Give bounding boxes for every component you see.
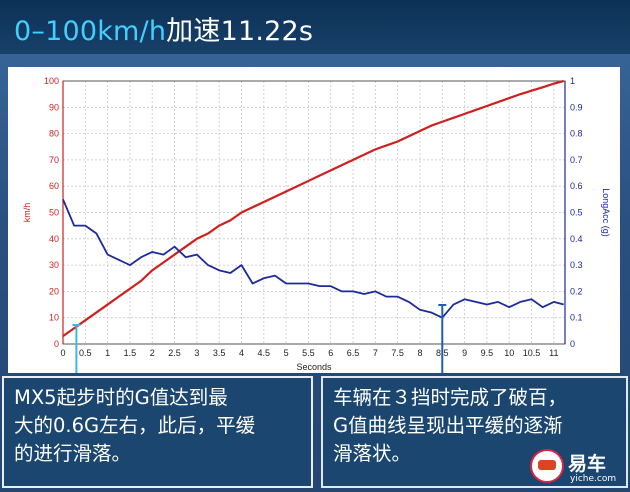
y-right-tick-label: 0.2 — [570, 286, 583, 296]
caption-right-line: 滑落状。 — [333, 442, 412, 465]
y-right-tick-label: 0.8 — [570, 129, 583, 139]
x-tick-label: 6 — [328, 348, 333, 358]
title-highlight: 0–100km/h — [14, 16, 167, 47]
caption-left-line: 大的0.6G左右，此后，平缓 — [14, 414, 256, 437]
y-left-tick-label: 80 — [49, 129, 59, 139]
x-tick-label: 3.5 — [213, 348, 226, 358]
y-left-tick-label: 50 — [49, 208, 59, 218]
y-right-tick-label: 0.4 — [570, 234, 583, 244]
x-tick-label: 11 — [549, 348, 558, 358]
caption-left-line: 的进行滑落。 — [14, 442, 132, 465]
acceleration-chart: 00.511.522.533.544.555.566.577.588.599.5… — [22, 76, 611, 373]
caption-right-line: 车辆在３挡时完成了破百， — [333, 386, 568, 409]
x-tick-label: 9.5 — [481, 348, 494, 358]
x-tick-label: 1.5 — [124, 348, 137, 358]
x-tick-label: 0 — [60, 348, 65, 358]
y-right-tick-label: 0.9 — [570, 102, 583, 112]
y-left-tick-label: 0 — [54, 339, 59, 349]
caption-right: 车辆在３挡时完成了破百， G值曲线呈现出平缓的逐渐 滑落状。 — [321, 376, 628, 488]
x-tick-label: 7 — [373, 348, 378, 358]
caption-right-line: G值曲线呈现出平缓的逐渐 — [333, 414, 563, 437]
yiche-logo: 易车 yiche.com — [530, 447, 628, 489]
x-axis-label: Seconds — [296, 362, 332, 372]
x-tick-label: 7.5 — [391, 348, 404, 358]
y-right-tick-label: 0.1 — [570, 313, 583, 323]
title-rest: 加速11.22s — [166, 16, 314, 47]
y-left-tick-label: 20 — [49, 286, 59, 296]
y-right-tick-label: 0.7 — [570, 155, 583, 165]
x-tick-label: 3 — [194, 348, 199, 358]
logo-domain: yiche.com — [570, 474, 617, 484]
x-tick-label: 5 — [284, 348, 289, 358]
y-left-tick-label: 30 — [49, 260, 59, 270]
y-right-tick-label: 1 — [570, 76, 575, 86]
y-left-tick-label: 60 — [49, 181, 59, 191]
x-tick-label: 8 — [417, 348, 422, 358]
y-left-tick-label: 70 — [49, 155, 59, 165]
y-left-axis-label: km/h — [22, 203, 32, 223]
y-right-tick-label: 0 — [570, 339, 575, 349]
x-tick-label: 9 — [462, 348, 467, 358]
x-tick-label: 0.5 — [79, 348, 92, 358]
page-title: 0–100km/h加速11.22s — [14, 9, 313, 48]
logo-name: 易车 — [568, 453, 607, 475]
caption-left-line: MX5起步时的G值达到最 — [14, 386, 228, 409]
title-bar: 0–100km/h加速11.22s — [0, 0, 630, 54]
x-tick-label: 10.5 — [523, 348, 541, 358]
x-tick-label: 4 — [239, 348, 244, 358]
y-right-tick-label: 0.5 — [570, 208, 583, 218]
yiche-logo-icon — [530, 449, 564, 483]
chart-panel: 00.511.522.533.544.555.566.577.588.599.5… — [8, 67, 620, 373]
x-tick-label: 5.5 — [302, 348, 315, 358]
speed-series-line — [62, 79, 564, 338]
y-right-tick-label: 0.6 — [570, 181, 583, 191]
x-tick-label: 6.5 — [347, 348, 360, 358]
y-left-tick-label: 10 — [49, 313, 59, 323]
y-left-tick-label: 40 — [49, 234, 59, 244]
x-tick-label: 1 — [105, 348, 110, 358]
y-right-axis-label: LongAcc (g) — [601, 188, 611, 237]
y-right-tick-label: 0.3 — [570, 260, 583, 270]
x-tick-label: 4.5 — [258, 348, 271, 358]
x-tick-label: 10 — [504, 348, 514, 358]
y-left-tick-label: 90 — [49, 102, 59, 112]
x-tick-label: 2.5 — [168, 348, 181, 358]
longacc-series-line — [62, 198, 564, 319]
caption-left: MX5起步时的G值达到最 大的0.6G左右，此后，平缓 的进行滑落。 — [2, 376, 313, 488]
y-left-tick-label: 100 — [44, 76, 59, 86]
x-tick-label: 2 — [150, 348, 155, 358]
